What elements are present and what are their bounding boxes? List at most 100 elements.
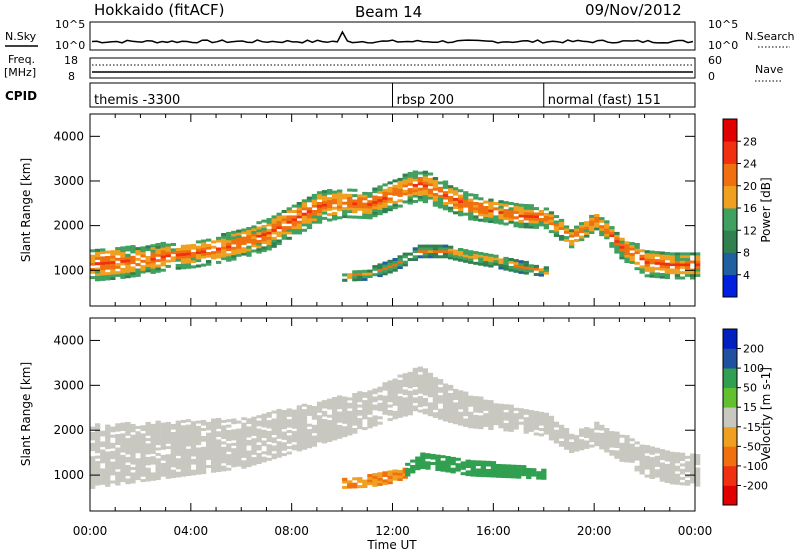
data-cell <box>200 419 207 423</box>
data-cell <box>352 430 358 434</box>
data-cell <box>170 432 176 435</box>
data-cell <box>417 385 423 389</box>
data-cell <box>422 379 428 382</box>
data-cell <box>523 260 529 264</box>
data-cell <box>468 401 474 404</box>
data-cell <box>362 205 368 209</box>
data-cell <box>357 197 363 201</box>
data-cell <box>448 406 454 410</box>
data-cell <box>311 199 318 203</box>
data-cell <box>679 458 686 461</box>
data-cell <box>211 461 217 465</box>
data-cell <box>599 446 605 450</box>
data-cell <box>397 406 403 410</box>
data-cell <box>372 478 378 482</box>
data-cell <box>231 461 237 465</box>
data-cell <box>306 226 313 230</box>
data-cell <box>372 214 378 218</box>
data-cell <box>311 411 318 415</box>
data-cell <box>236 428 242 432</box>
data-cell <box>185 432 192 436</box>
data-cell <box>448 393 454 396</box>
data-cell <box>690 464 696 468</box>
data-cell <box>236 232 242 236</box>
data-cell <box>216 423 222 427</box>
data-cell <box>286 228 292 232</box>
data-cell <box>377 482 383 486</box>
data-cell <box>105 481 111 485</box>
data-cell <box>321 203 328 207</box>
data-cell <box>402 381 408 385</box>
data-cell <box>321 190 328 194</box>
data-cell <box>125 470 131 474</box>
data-cell <box>100 261 106 265</box>
data-cell <box>488 198 494 202</box>
data-cell <box>241 460 247 464</box>
data-cell <box>251 430 257 434</box>
data-cell <box>241 241 247 245</box>
data-cell <box>372 200 378 204</box>
data-cell <box>372 388 378 392</box>
data-cell <box>619 248 625 252</box>
data-cell <box>468 212 474 215</box>
data-cell <box>140 479 146 483</box>
data-cell <box>150 472 156 476</box>
data-cell <box>674 460 681 464</box>
data-cell <box>508 404 514 408</box>
data-cell <box>291 425 297 429</box>
data-cell <box>437 408 444 412</box>
data-cell <box>140 444 146 448</box>
data-cell <box>221 436 227 439</box>
data-cell <box>543 226 549 230</box>
data-cell <box>316 431 323 435</box>
data-cell <box>558 441 565 444</box>
data-cell <box>407 258 413 261</box>
data-cell <box>629 247 635 251</box>
data-cell <box>251 462 257 466</box>
data-cell <box>311 202 318 205</box>
data-cell <box>695 273 701 277</box>
data-cell <box>372 391 378 395</box>
data-cell <box>362 416 368 420</box>
data-cell <box>604 433 610 437</box>
data-cell <box>513 202 519 206</box>
data-cell <box>256 447 262 451</box>
data-cell <box>488 416 494 420</box>
data-cell <box>180 255 187 259</box>
data-cell <box>392 416 398 420</box>
data-cell <box>165 462 171 466</box>
data-cell <box>216 260 222 264</box>
data-cell <box>352 273 358 276</box>
data-cell <box>296 448 302 452</box>
data-cell <box>311 416 318 420</box>
data-cell <box>442 413 449 417</box>
data-cell <box>337 430 343 434</box>
data-cell <box>382 188 388 192</box>
data-cell <box>422 384 428 388</box>
colorbar-tick-label: -50 <box>743 440 761 453</box>
data-cell <box>511 475 517 479</box>
data-cell <box>470 473 476 477</box>
data-cell <box>397 478 403 481</box>
data-cell <box>140 265 146 269</box>
data-cell <box>392 378 398 382</box>
data-cell <box>180 433 187 437</box>
data-cell <box>543 271 549 275</box>
data-cell <box>180 446 187 450</box>
data-cell <box>286 226 292 230</box>
data-cell <box>442 196 449 200</box>
data-cell <box>175 256 181 259</box>
data-cell <box>236 251 242 255</box>
data-cell <box>352 406 358 410</box>
data-cell <box>629 252 635 256</box>
data-cell <box>105 438 111 442</box>
data-cell <box>541 474 547 478</box>
data-cell <box>286 419 292 423</box>
data-cell <box>442 399 449 403</box>
data-cell <box>533 225 539 229</box>
data-cell <box>437 255 444 259</box>
data-cell <box>523 206 529 210</box>
data-cell <box>276 242 282 246</box>
data-cell <box>100 471 106 475</box>
data-cell <box>170 461 176 465</box>
